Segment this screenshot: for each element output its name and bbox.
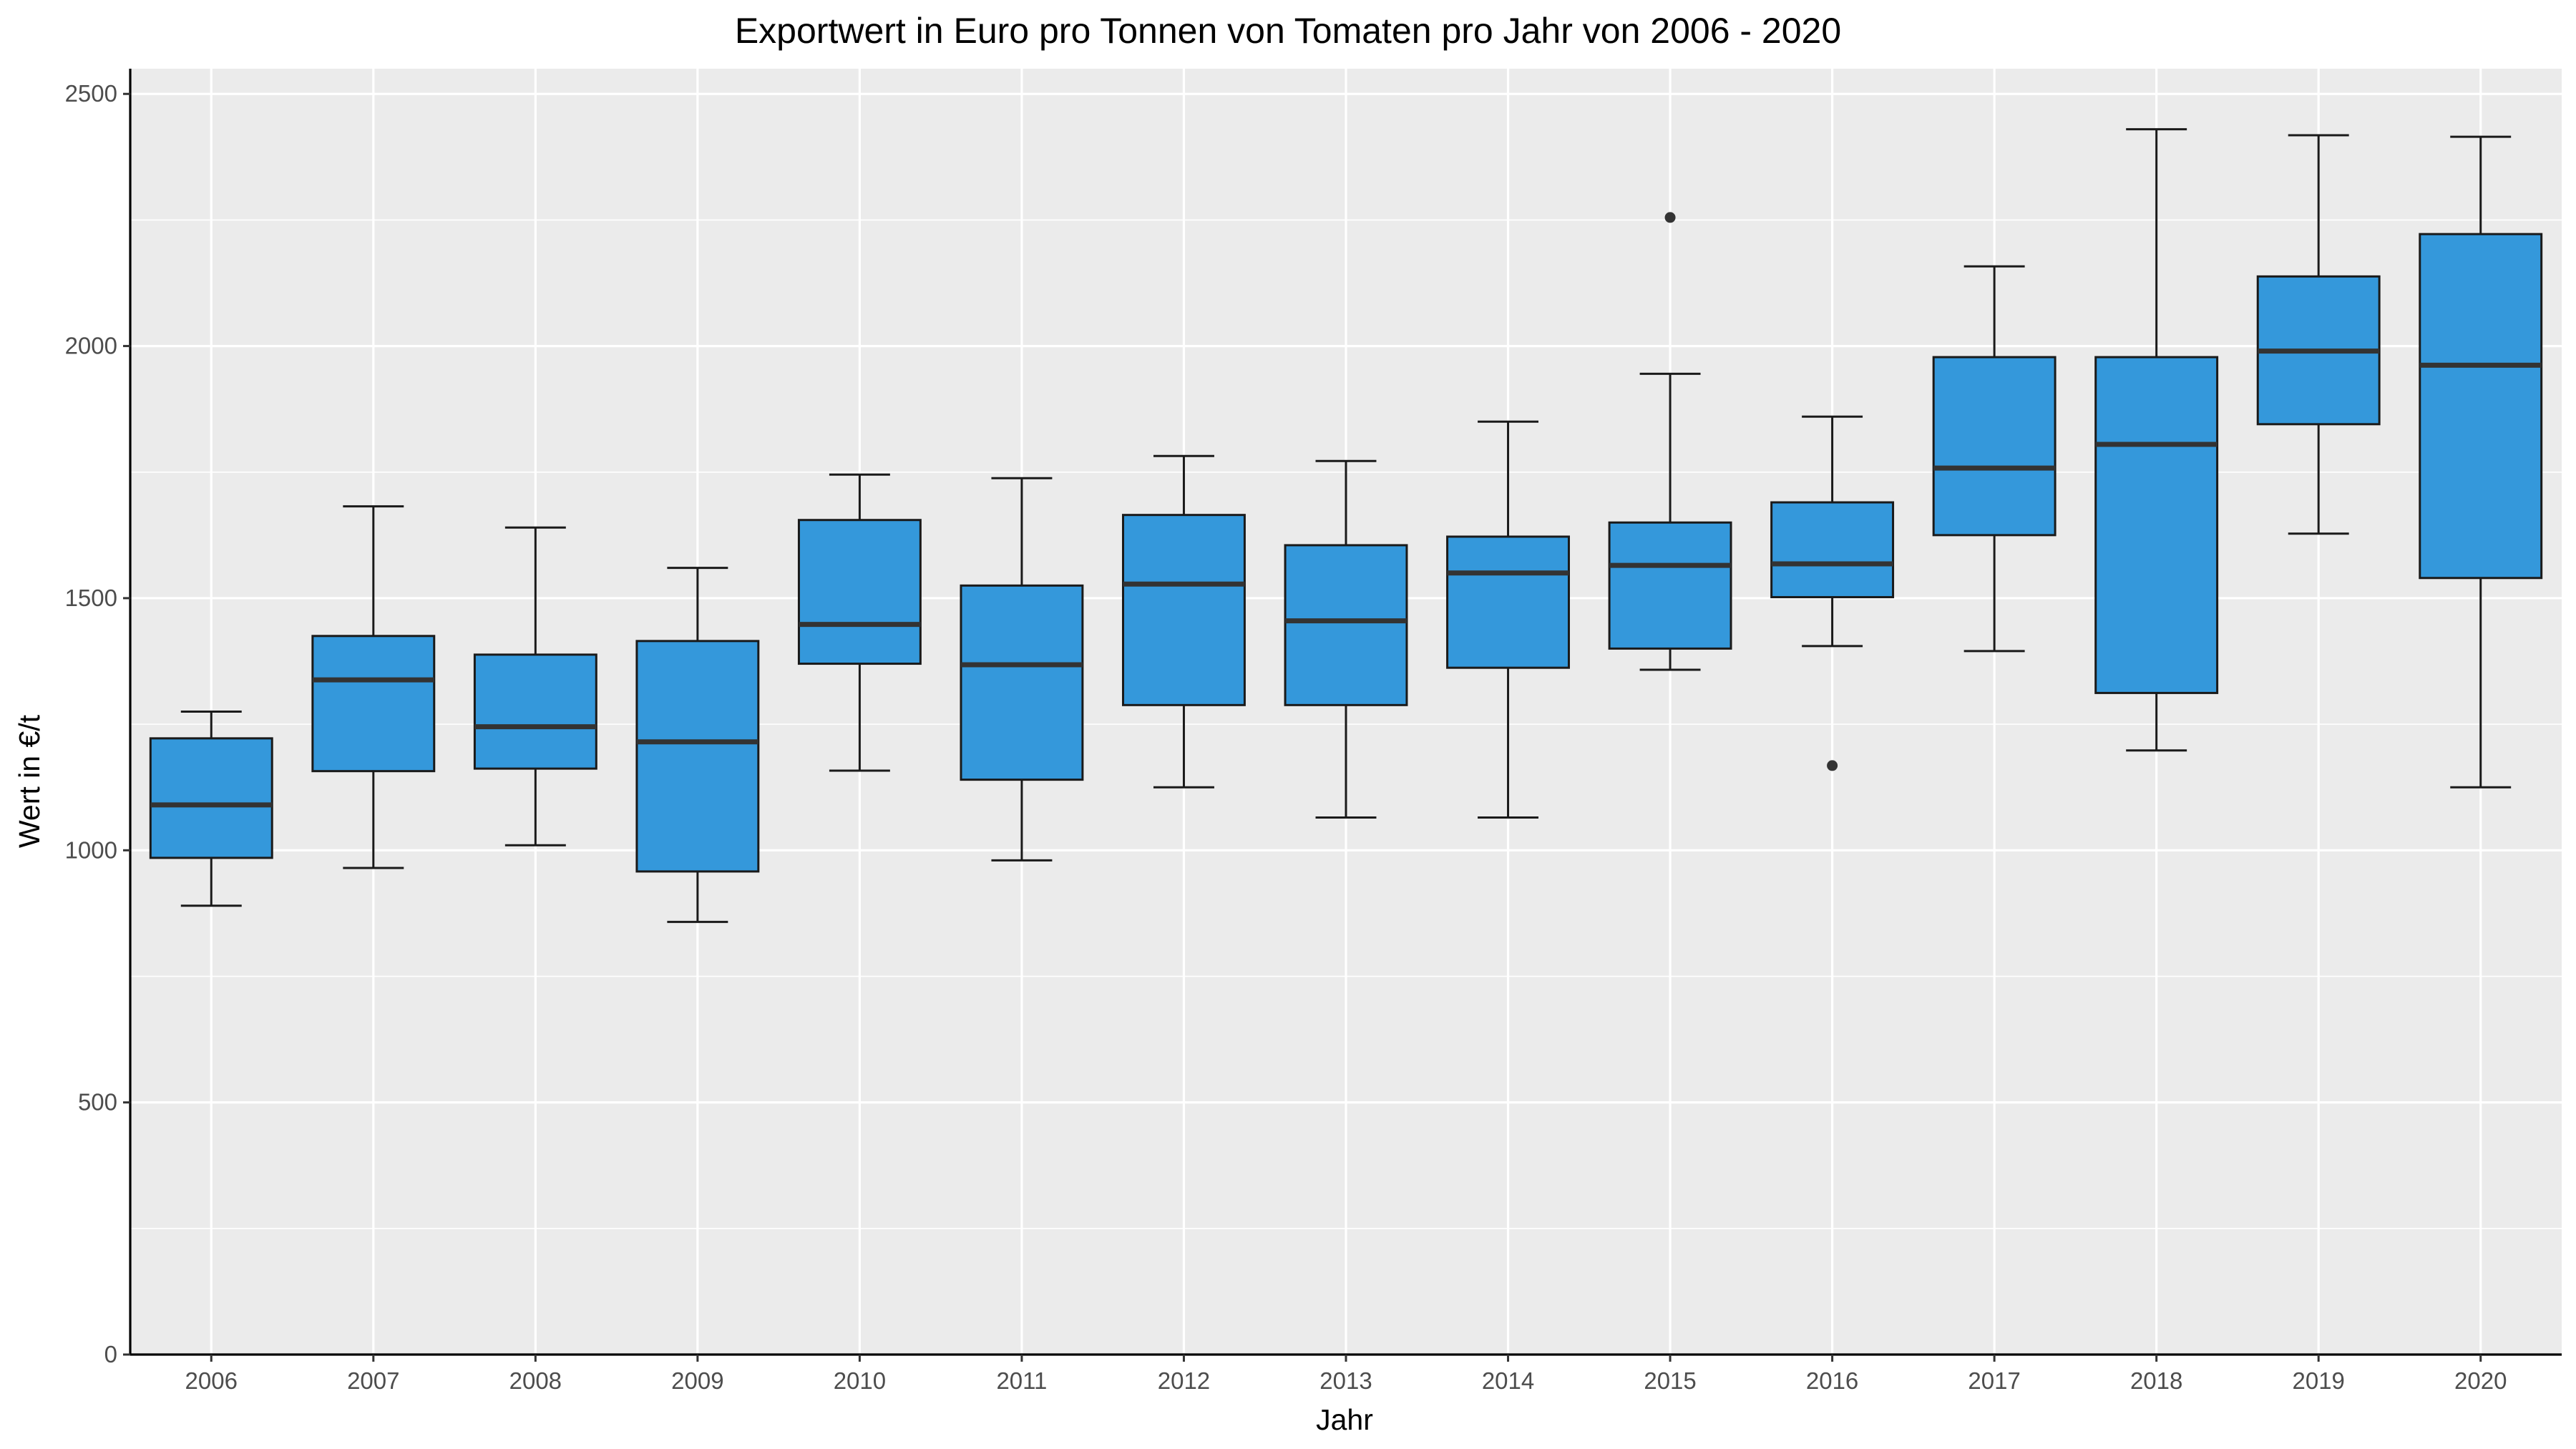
chart-title: Exportwert in Euro pro Tonnen von Tomate… [735,11,1841,51]
x-tick-label: 2017 [1968,1367,2020,1394]
x-tick-label: 2018 [2130,1367,2182,1394]
x-tick-label: 2016 [1806,1367,1858,1394]
box-iqr [960,584,1084,781]
box-iqr [797,519,922,665]
x-tick-label: 2010 [834,1367,886,1394]
y-axis-title: Wert in €/t [13,714,46,848]
box-2015 [1608,212,1732,671]
box-2006 [149,711,273,907]
y-tick-label: 1500 [65,585,117,611]
x-tick-label: 2020 [2454,1367,2507,1394]
y-tick-label: 1000 [65,836,117,863]
box-2019 [2256,134,2381,535]
outlier-point [1664,212,1676,223]
box-iqr [2419,233,2543,580]
x-tick-label: 2011 [996,1367,1047,1394]
x-tick-label: 2013 [1319,1367,1372,1394]
box-iqr [635,640,760,873]
box-2011 [960,477,1084,862]
x-tick-label: 2008 [509,1367,562,1394]
box-2014 [1446,420,1570,819]
box-2020 [2419,135,2543,789]
box-2013 [1284,459,1408,819]
x-tick-label: 2012 [1158,1367,1210,1394]
box-iqr [149,737,273,859]
box-iqr [1608,521,1732,650]
y-tick-label: 2000 [65,333,117,359]
box-2010 [797,473,922,772]
box-iqr [311,635,436,773]
box-iqr [1122,514,1246,706]
x-tick-label: 2014 [1482,1367,1534,1394]
x-tick-label: 2009 [671,1367,723,1394]
x-axis-title: Jahr [1316,1403,1373,1436]
box-2008 [473,526,597,847]
box-iqr [1284,544,1408,706]
x-tick-label: 2006 [185,1367,238,1394]
box-iqr [1932,356,2057,537]
y-tick-label: 500 [78,1089,117,1116]
x-tick-label: 2007 [347,1367,399,1394]
box-iqr [473,653,597,770]
y-tick-label: 2500 [65,80,117,107]
x-tick-label: 2019 [2292,1367,2344,1394]
box-2009 [635,567,760,923]
box-2017 [1932,265,2057,653]
box-2007 [311,505,436,869]
outlier-point [1827,760,1838,771]
box-iqr [1446,535,1570,669]
box-iqr [2094,356,2219,694]
box-iqr [1770,501,1895,599]
x-tick-label: 2015 [1644,1367,1696,1394]
y-tick-label: 0 [104,1341,117,1367]
box-2016 [1770,415,1895,771]
box-2012 [1122,454,1246,789]
box-2018 [2094,128,2219,752]
